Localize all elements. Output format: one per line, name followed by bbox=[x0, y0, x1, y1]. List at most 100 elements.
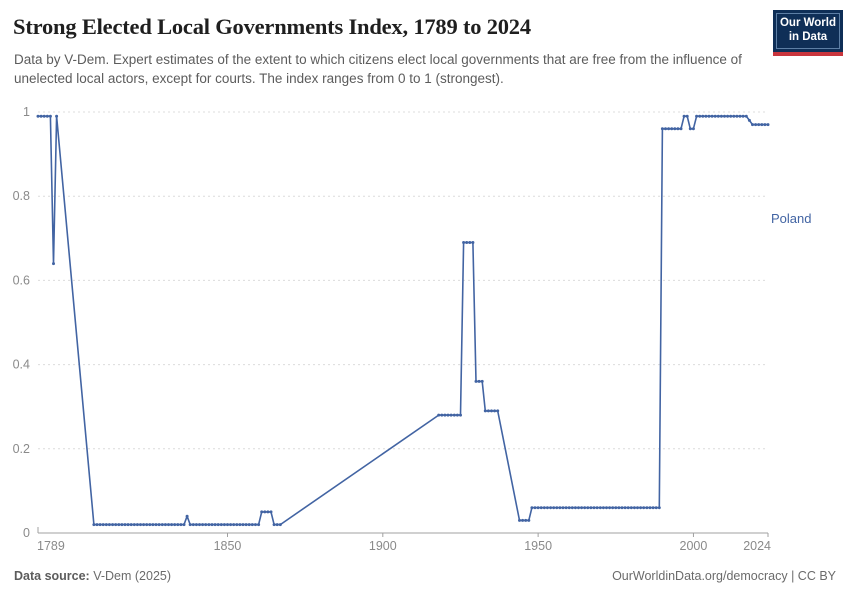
data-point-marker bbox=[39, 114, 43, 118]
data-point-marker bbox=[760, 123, 764, 127]
data-point-marker bbox=[151, 523, 155, 527]
data-point-marker bbox=[222, 523, 226, 527]
data-point-marker bbox=[651, 506, 655, 510]
data-point-marker bbox=[437, 413, 441, 417]
owid-logo-line2: in Data bbox=[788, 30, 828, 43]
data-source: Data source: V-Dem (2025) bbox=[14, 569, 171, 583]
data-point-marker bbox=[664, 127, 667, 131]
data-point-marker bbox=[490, 409, 493, 413]
data-point-marker bbox=[455, 413, 459, 417]
data-point-marker bbox=[660, 127, 664, 131]
data-point-marker bbox=[642, 506, 646, 510]
data-point-marker bbox=[480, 379, 484, 383]
data-point-marker bbox=[275, 523, 279, 527]
data-point-marker bbox=[629, 506, 633, 510]
data-point-marker bbox=[539, 506, 543, 510]
data-point-marker bbox=[486, 409, 490, 413]
data-point-marker bbox=[564, 506, 568, 510]
data-point-marker bbox=[452, 413, 456, 417]
data-point-marker bbox=[241, 523, 245, 527]
data-point-marker bbox=[139, 523, 142, 527]
data-point-marker bbox=[98, 523, 102, 527]
data-point-marker bbox=[757, 123, 761, 127]
data-point-marker bbox=[194, 523, 198, 527]
data-point-marker bbox=[263, 510, 267, 514]
data-point-marker bbox=[440, 413, 444, 417]
data-point-marker bbox=[695, 114, 699, 118]
data-point-marker bbox=[176, 523, 180, 527]
data-point-marker bbox=[496, 409, 500, 413]
data-point-marker bbox=[738, 114, 742, 118]
data-point-marker bbox=[459, 413, 462, 417]
data-point-marker bbox=[726, 114, 730, 118]
data-point-marker bbox=[142, 523, 146, 527]
data-point-marker bbox=[707, 114, 711, 118]
data-point-marker bbox=[567, 506, 571, 510]
chart-canvas[interactable]: 0 0.2 0.4 0.6 0.8 1 1789 1850 1900 1950 2000 2024 bbox=[0, 95, 850, 565]
data-point-marker bbox=[592, 506, 596, 510]
data-point-marker bbox=[257, 523, 261, 527]
chart-subtitle: Data by V-Dem. Expert estimates of the e… bbox=[14, 52, 742, 86]
data-point-marker bbox=[213, 523, 217, 527]
y-tick-label: 0.6 bbox=[13, 273, 30, 287]
data-point-marker bbox=[754, 123, 758, 127]
data-point-marker bbox=[449, 413, 453, 417]
y-tick-label: 0 bbox=[23, 526, 30, 540]
data-point-marker bbox=[580, 506, 584, 510]
data-point-marker bbox=[620, 506, 624, 510]
data-point-marker bbox=[135, 523, 139, 527]
data-point-marker bbox=[670, 127, 674, 131]
data-point-marker bbox=[101, 523, 105, 527]
data-point-marker bbox=[278, 523, 282, 527]
data-point-marker bbox=[160, 523, 164, 527]
data-point-marker bbox=[645, 506, 649, 510]
data-point-marker bbox=[735, 114, 739, 118]
data-point-marker bbox=[173, 523, 177, 527]
data-point-marker bbox=[145, 523, 149, 527]
data-point-marker bbox=[148, 523, 152, 527]
data-point-marker bbox=[657, 506, 661, 510]
data-point-marker bbox=[462, 241, 466, 244]
series-line[interactable] bbox=[38, 115, 768, 526]
owid-url-link[interactable]: OurWorldinData.org/democracy bbox=[612, 569, 788, 583]
data-point-marker bbox=[244, 523, 248, 527]
data-point-marker bbox=[719, 114, 723, 118]
data-point-marker bbox=[154, 523, 158, 527]
x-tick-label: 2000 bbox=[680, 539, 708, 553]
data-point-marker bbox=[583, 506, 587, 510]
data-point-marker bbox=[751, 123, 754, 127]
data-point-marker bbox=[524, 518, 528, 522]
data-point-marker bbox=[679, 127, 683, 131]
data-point-marker bbox=[632, 506, 636, 510]
data-point-marker bbox=[747, 118, 751, 122]
data-point-marker bbox=[598, 506, 602, 510]
footer-separator: | bbox=[787, 569, 798, 583]
data-point-marker bbox=[465, 241, 469, 244]
owid-logo-line1: Our World bbox=[779, 17, 836, 29]
data-point-marker bbox=[667, 127, 671, 131]
data-point-marker bbox=[477, 379, 481, 383]
data-point-marker bbox=[527, 518, 531, 522]
data-point-marker bbox=[704, 114, 708, 118]
data-point-marker bbox=[608, 506, 612, 510]
data-point-marker bbox=[95, 523, 99, 527]
data-point-marker bbox=[673, 127, 677, 131]
data-point-marker bbox=[536, 506, 540, 510]
data-point-marker bbox=[170, 523, 174, 527]
data-point-marker bbox=[272, 523, 276, 527]
data-point-marker bbox=[595, 506, 599, 510]
x-tick-label: 1789 bbox=[37, 539, 65, 553]
data-source-value: V-Dem (2025) bbox=[89, 569, 172, 583]
data-point-marker bbox=[229, 523, 233, 527]
data-point-marker bbox=[114, 523, 118, 527]
data-point-marker bbox=[639, 506, 643, 510]
data-point-marker bbox=[691, 127, 695, 131]
data-point-marker bbox=[530, 506, 534, 510]
series-label-poland[interactable]: Poland bbox=[771, 211, 812, 226]
x-tick-label: 2024 bbox=[743, 539, 771, 553]
data-point-marker bbox=[45, 114, 49, 118]
data-point-marker bbox=[601, 506, 605, 510]
data-point-marker bbox=[468, 241, 472, 244]
data-point-marker bbox=[626, 506, 630, 510]
chart-area[interactable]: 0 0.2 0.4 0.6 0.8 1 1789 1850 1900 1950 2000 2024 P… bbox=[0, 95, 850, 565]
